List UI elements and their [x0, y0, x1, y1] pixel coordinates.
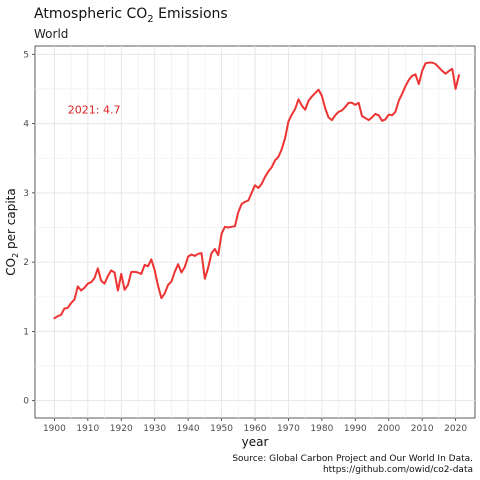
- y-tick-label: 0: [23, 397, 29, 407]
- x-tick-label: 1960: [244, 424, 267, 434]
- x-tick-label: 2000: [377, 424, 400, 434]
- y-axis-title: CO2 per capita: [4, 188, 20, 275]
- chart-subtitle: World: [34, 27, 68, 41]
- caption-url: https://github.com/owid/co2-data: [323, 465, 473, 475]
- x-tick-label: 1970: [277, 424, 300, 434]
- y-tick-label: 5: [23, 50, 29, 60]
- x-tick-label: 2020: [444, 424, 467, 434]
- x-tick-label: 1990: [344, 424, 367, 434]
- y-tick-label: 3: [23, 189, 29, 199]
- annotation-label: 2021: 4.7: [68, 104, 121, 117]
- x-tick-label: 1910: [76, 424, 99, 434]
- x-tick-label: 1900: [43, 424, 66, 434]
- x-tick-label: 1980: [310, 424, 333, 434]
- x-tick-label: 1950: [210, 424, 233, 434]
- y-tick-label: 2: [23, 258, 29, 268]
- x-tick-label: 2010: [411, 424, 434, 434]
- x-tick-label: 1920: [110, 424, 133, 434]
- y-tick-label: 4: [23, 120, 29, 130]
- x-tick-label: 1930: [143, 424, 166, 434]
- x-axis-title: year: [242, 435, 269, 449]
- x-tick-label: 1940: [177, 424, 200, 434]
- y-tick-label: 1: [23, 327, 29, 337]
- caption-source: Source: Global Carbon Project and Our Wo…: [232, 454, 473, 464]
